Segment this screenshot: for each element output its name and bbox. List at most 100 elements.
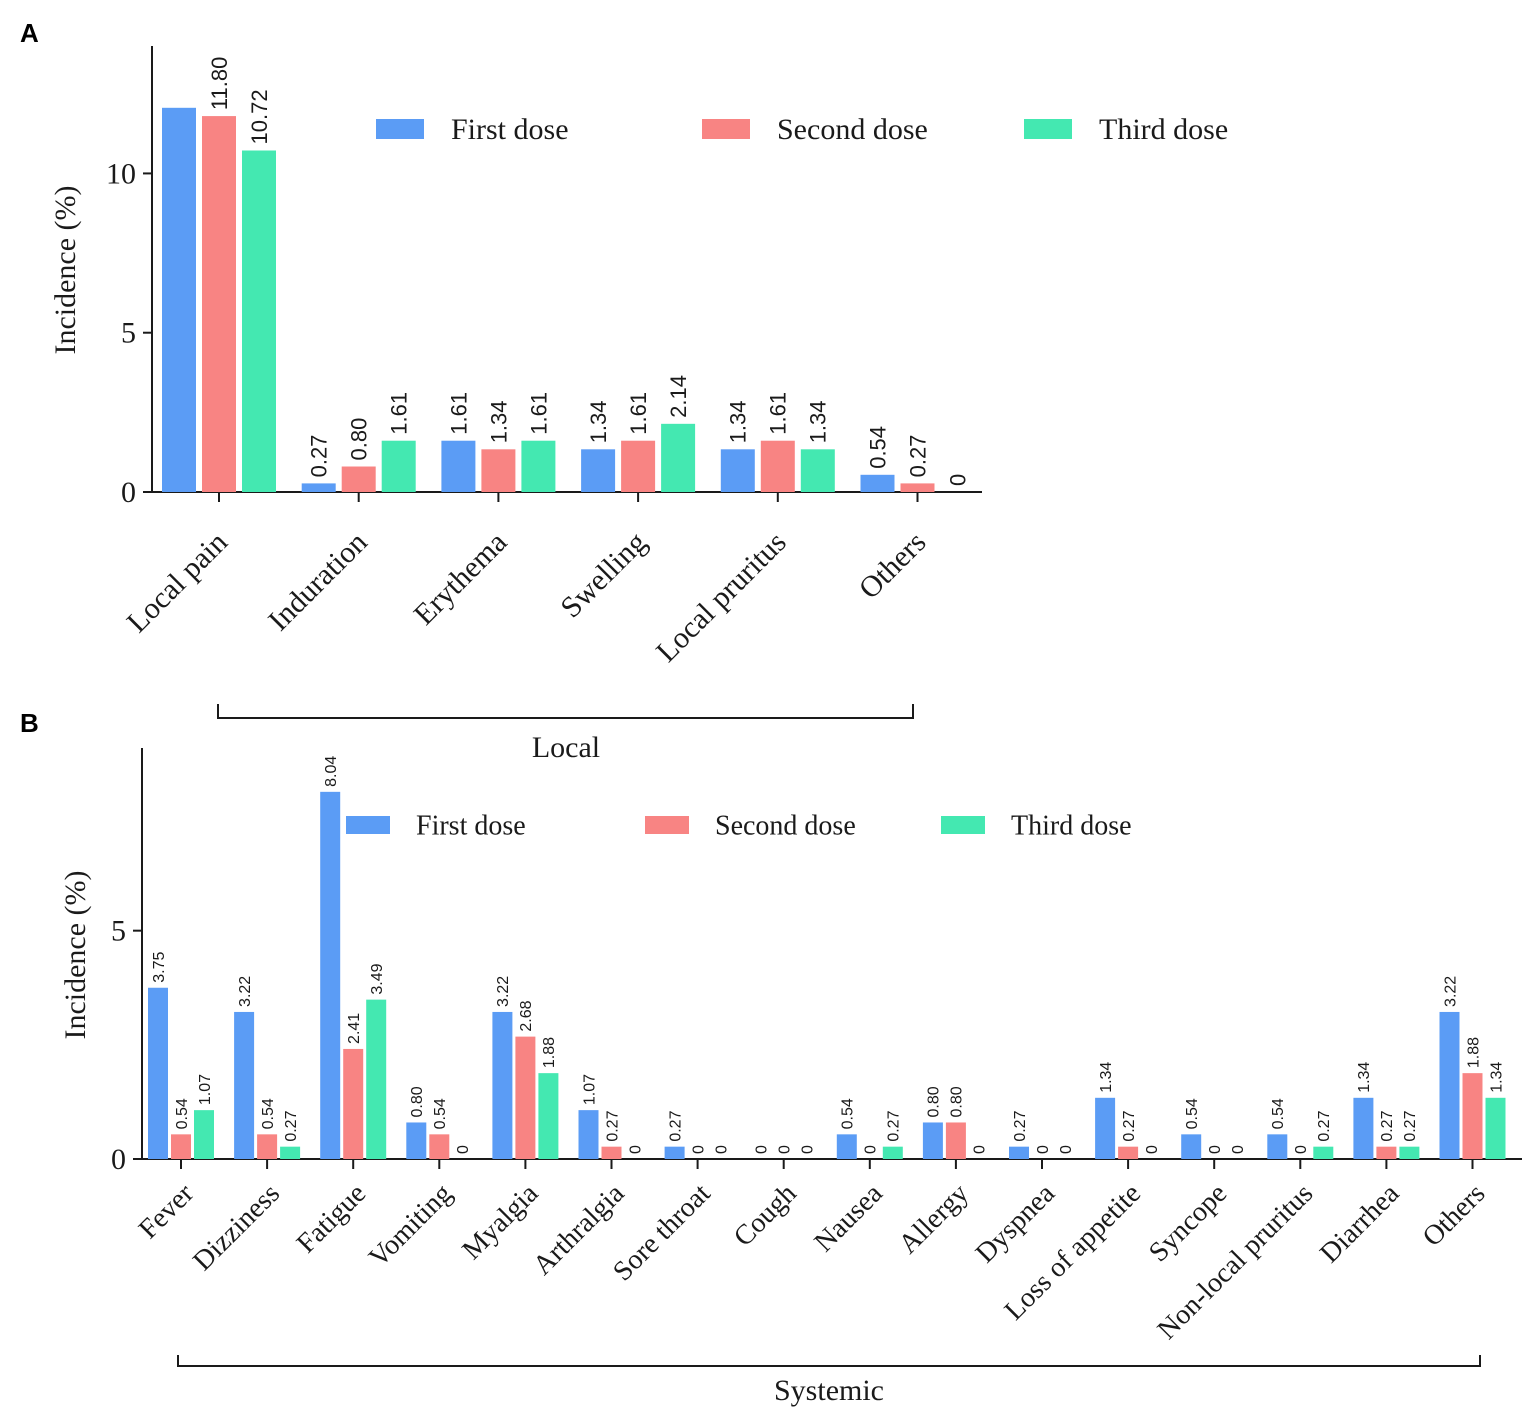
panel-a-x-tick-label-local-pruritus: Local pruritus [650,526,793,669]
panel-a-group-label: Local [532,731,600,764]
panel-b-x-tick-label-cough: Cough [728,1178,803,1253]
panel-b-value-label-nausea-third-dose: 0.27 [886,1110,903,1141]
panel-b-value-label-arthralgia-second-dose: 0.27 [604,1110,621,1141]
panel-a-legend: First dose Second dose Third dose [376,113,1228,146]
panel-b-legend-label-third-dose: Third dose [1011,811,1132,842]
panel-b-value-label-fatigue-third-dose: 3.49 [369,963,386,994]
panel-b-value-label-allergy-third-dose: 0 [972,1145,989,1154]
panel-b-bar-fatigue-second-dose [343,1048,364,1159]
panel-a-y-tick-label: 0 [121,476,136,509]
panel-a-bar-local-pruritus-first-dose [720,449,755,492]
panel-b-bar-sore-throat-first-dose [664,1146,685,1159]
panel-a-group-bracket [217,704,914,719]
panel-a-y-axis-label: Incidence (%) [49,185,82,354]
panel-a-value-label-local-pain-second-dose: 11.80 [207,57,232,110]
panel-a-legend-swatch-third-dose [1024,119,1072,139]
panel-b-bar-nausea-first-dose [836,1134,857,1159]
panel-a-letter: A [20,18,39,48]
panel-a-legend-swatch-first-dose [376,119,424,139]
panel-b-value-label-fatigue-second-dose: 2.41 [346,1013,363,1044]
panel-b-bar-diarrhea-second-dose [1376,1146,1397,1159]
panel-a-value-label-induration-first-dose: 0.27 [307,435,332,478]
panel-b-bar-syncope-first-dose [1181,1134,1202,1159]
panel-b-value-label-vomiting-second-dose: 0.54 [432,1098,449,1129]
panel-b-value-label-loss-of-appetite-first-dose: 1.34 [1098,1062,1115,1093]
panel-a-bar-induration-second-dose [341,466,376,492]
panel-b-value-label-arthralgia-first-dose: 1.07 [581,1074,598,1105]
panel-a-bar-erythema-third-dose [521,440,556,492]
panel-b-x-tick-label-others: Others [1417,1178,1492,1253]
panel-b-bar-others-second-dose [1462,1073,1483,1159]
panel-b-value-label-fatigue-first-dose: 8.04 [323,756,340,787]
panel-b-value-label-loss-of-appetite-third-dose: 0 [1144,1145,1161,1154]
panel-b-x-tick-label-vomiting: Vomiting [363,1178,458,1273]
panel-a-bar-erythema-second-dose [481,449,516,492]
panel-b-bar-allergy-first-dose [922,1122,943,1159]
panel-b-value-label-allergy-second-dose: 0.80 [949,1086,966,1117]
panel-a-x-tick-label-erythema: Erythema [408,526,514,632]
panel-b-value-label-diarrhea-second-dose: 0.27 [1379,1110,1396,1141]
panel-b-bar-allergy-second-dose [945,1122,966,1159]
panel-a-value-label-local-pain-third-dose: 10.72 [247,89,272,144]
panel-b-value-label-nausea-second-dose: 0 [863,1145,880,1154]
panel-b-value-label-sore-throat-second-dose: 0 [690,1145,707,1154]
panel-b-bar-myalgia-third-dose [538,1073,559,1159]
panel-b-value-label-myalgia-first-dose: 3.22 [495,976,512,1007]
panel-b-legend-label-second-dose: Second dose [715,811,856,842]
panel-b-bar-fatigue-first-dose [320,791,341,1159]
panel-b-x-tick-label-allergy: Allergy [893,1178,975,1260]
panel-a-bar-swelling-third-dose [661,423,696,492]
panel-b-bar-non-local-pruritus-third-dose [1313,1146,1334,1159]
panel-b-x-tick-label-dizziness: Dizziness [187,1178,286,1277]
panel-b-value-label-cough-second-dose: 0 [776,1145,793,1154]
panel-a-chart: A Incidence (%) 0 5 10 11.80 10.72 0.27 0.80 1… [20,18,1228,764]
panel-b-bar-nausea-third-dose [882,1146,903,1159]
panel-b-bar-diarrhea-first-dose [1353,1097,1374,1159]
panel-a-x-tick-label-local-pain: Local pain [120,526,233,639]
panel-b-value-label-others-first-dose: 3.22 [1442,976,1459,1007]
panel-b-bar-arthralgia-first-dose [578,1110,599,1159]
panel-b-value-label-syncope-first-dose: 0.54 [1184,1098,1201,1129]
panel-b-bar-diarrhea-third-dose [1399,1146,1420,1159]
panel-a-bar-induration-third-dose [381,440,416,492]
panel-b-legend-label-first-dose: First dose [416,811,526,842]
panel-b-letter: B [20,708,39,738]
panel-b-bar-others-first-dose [1439,1011,1460,1159]
panel-b-value-label-non-local-pruritus-third-dose: 0.27 [1316,1110,1333,1141]
panel-b-group-label: Systemic [774,1374,884,1407]
panel-a-x-tick-label-induration: Induration [262,526,374,638]
panel-b-bar-loss-of-appetite-second-dose [1118,1146,1139,1159]
panel-a-value-label-local-pruritus-first-dose: 1.34 [726,400,751,443]
panel-b-value-label-nausea-first-dose: 0.54 [840,1098,857,1129]
panel-b-value-label-dyspnea-third-dose: 0 [1058,1145,1075,1154]
panel-a-value-label-swelling-third-dose: 2.14 [666,375,691,418]
panel-a-legend-label-first-dose: First dose [451,113,569,146]
panel-a-y-tick-label: 10 [106,157,136,190]
panel-b-x-tick-label-fever: Fever [133,1178,200,1245]
panel-b-value-label-syncope-third-dose: 0 [1230,1145,1247,1154]
panel-b-bar-arthralgia-second-dose [601,1146,622,1159]
panel-b-bar-fever-second-dose [171,1134,191,1159]
panel-b-value-label-dizziness-first-dose: 3.22 [237,976,254,1007]
panel-b-value-label-cough-first-dose: 0 [753,1145,770,1154]
panel-b-value-label-non-local-pruritus-second-dose: 0 [1293,1145,1310,1154]
panel-a-value-label-induration-second-dose: 0.80 [347,418,372,461]
panel-a-value-label-induration-third-dose: 1.61 [387,392,412,435]
panel-a-bar-local-pain-first-dose [162,107,196,492]
panel-a-legend-swatch-second-dose [702,119,750,139]
panel-a-bar-others-first-dose [860,474,895,492]
panel-a-value-label-local-pruritus-second-dose: 1.61 [766,392,791,435]
panel-b-value-label-fever-second-dose: 0.54 [174,1098,191,1129]
panel-a-x-tick-label-swelling: Swelling [554,526,653,625]
panel-b-bar-dyspnea-first-dose [1009,1146,1029,1159]
panel-b-value-label-sore-throat-third-dose: 0 [713,1145,730,1154]
panel-a-value-label-local-pruritus-third-dose: 1.34 [806,400,831,443]
panel-b-y-axis-label: Incidence (%) [59,870,92,1039]
panel-b-chart: B Incidence (%) 0 5 3.75 0.54 1.07 3.22 0.54 0… [20,708,1522,1407]
panel-b-value-label-myalgia-second-dose: 2.68 [518,1000,535,1031]
panel-a-value-label-swelling-second-dose: 1.61 [626,392,651,435]
panel-b-legend-swatch-first-dose [346,816,390,834]
panel-b-bar-others-third-dose [1485,1097,1506,1159]
panel-b-value-label-fever-third-dose: 1.07 [197,1074,214,1105]
